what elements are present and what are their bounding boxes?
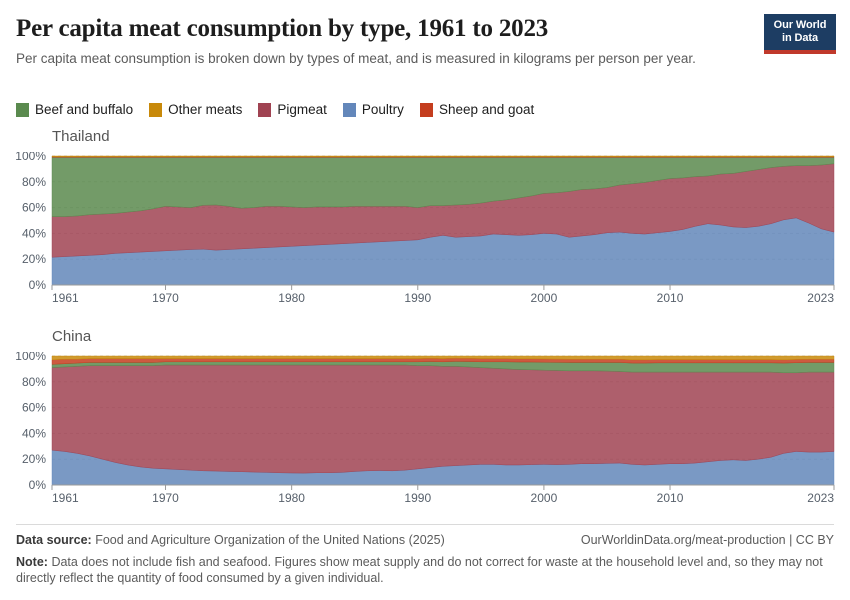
panel-thailand: Thailand 0% 20% 40% 60% 80% 100% 1961 1970 1980 1…: [16, 128, 836, 307]
chart-footer: Data source: Food and Agriculture Organi…: [16, 524, 834, 586]
stacked-area-chart-thailand: 0% 20% 40% 60% 80% 100% 1961 1970 1980 1990 2000 20…: [16, 152, 835, 305]
y-axis-tick-label: 0%: [29, 278, 47, 292]
x-axis-tick-label: 2000: [531, 291, 558, 305]
legend-item[interactable]: Beef and buffalo: [16, 102, 133, 117]
legend-item[interactable]: Sheep and goat: [419, 102, 535, 117]
legend-item-label: Poultry: [361, 102, 404, 117]
legend-item[interactable]: Poultry: [342, 102, 404, 117]
footer-note-label: Note:: [16, 555, 48, 569]
y-axis-tick-label: 100%: [16, 152, 46, 163]
chart-legend: Beef and buffalo Other meats Pigmeat Poultr…: [16, 102, 534, 117]
x-axis-tick-label: 1990: [404, 491, 431, 505]
panel-title-china: China: [52, 328, 92, 345]
y-axis-tick-label: 80%: [22, 175, 46, 189]
data-source-label: Data source:: [16, 533, 92, 547]
y-axis-tick-label: 40%: [22, 226, 46, 240]
owid-logo-line1: Our World: [773, 19, 827, 31]
page-title: Per capita meat consumption by type, 196…: [16, 15, 549, 42]
plot-area-china: 0% 20% 40% 60% 80% 100% 1961 1970 1980 1990 2000 20…: [16, 352, 836, 507]
chart-subtitle: Per capita meat consumption is broken do…: [16, 51, 696, 66]
panel-china: China 0% 20% 40% 60% 80% 100% 1961 1970 1980 1990…: [16, 328, 836, 507]
x-axis-tick-label: 1970: [152, 491, 179, 505]
legend-item-label: Pigmeat: [277, 102, 327, 117]
y-axis-tick-label: 100%: [16, 352, 46, 363]
legend-item-label: Beef and buffalo: [35, 102, 134, 117]
owid-logo-line2: in Data: [782, 31, 818, 44]
x-axis-tick-label: 1961: [52, 491, 79, 505]
x-axis-tick-label: 1970: [152, 291, 179, 305]
data-source: Data source: Food and Agriculture Organi…: [16, 533, 445, 547]
data-source-text: Food and Agriculture Organization of the…: [95, 533, 445, 547]
legend-swatch-icon: [149, 102, 163, 117]
area-band: [51, 355, 835, 361]
plot-area-thailand: 0% 20% 40% 60% 80% 100% 1961 1970 1980 1990 2000 20…: [16, 152, 836, 307]
legend-item-label: Other meats: [168, 102, 243, 117]
y-axis-tick-label: 40%: [22, 426, 46, 440]
footer-note-text: Data does not include fish and seafood. …: [16, 555, 823, 585]
area-band: [51, 364, 835, 474]
x-axis-tick-label: 2023: [807, 291, 834, 305]
footer-divider: [16, 524, 834, 525]
x-axis-tick-label: 2023: [807, 491, 834, 505]
x-axis-tick-label: 2000: [531, 491, 558, 505]
y-axis-tick-label: 20%: [22, 452, 46, 466]
y-axis-tick-label: 0%: [29, 478, 47, 492]
x-axis-tick-label: 1980: [278, 291, 305, 305]
y-axis-tick-label: 60%: [22, 201, 46, 215]
y-axis-tick-label: 80%: [22, 375, 46, 389]
legend-swatch-icon: [342, 102, 356, 117]
y-axis-tick-label: 60%: [22, 401, 46, 415]
legend-item[interactable]: Other meats: [149, 102, 242, 117]
y-axis-tick-label: 20%: [22, 252, 46, 266]
legend-swatch-icon: [16, 102, 29, 117]
stacked-area-chart-china: 0% 20% 40% 60% 80% 100% 1961 1970 1980 1990 2000 20…: [16, 352, 835, 505]
x-axis-tick-label: 1990: [404, 291, 431, 305]
legend-swatch-icon: [419, 102, 433, 117]
owid-logo[interactable]: Our World in Data: [764, 14, 836, 54]
legend-swatch-icon: [258, 102, 272, 117]
x-axis-tick-label: 1980: [278, 491, 305, 505]
legend-item-label: Sheep and goat: [438, 102, 535, 117]
footer-link[interactable]: OurWorldinData.org/meat-production | CC …: [580, 533, 834, 547]
x-axis-tick-label: 2010: [657, 491, 684, 505]
x-axis-tick-label: 1961: [52, 291, 79, 305]
area-band: [51, 155, 835, 157]
footer-source-row: Data source: Food and Agriculture Organi…: [16, 533, 834, 547]
panel-title-thailand: Thailand: [52, 128, 110, 145]
legend-item[interactable]: Pigmeat: [258, 102, 327, 117]
footer-note: Note: Data does not include fish and sea…: [16, 554, 826, 586]
chart-header: Per capita meat consumption by type, 196…: [16, 14, 756, 68]
x-axis-tick-label: 2010: [657, 291, 684, 305]
